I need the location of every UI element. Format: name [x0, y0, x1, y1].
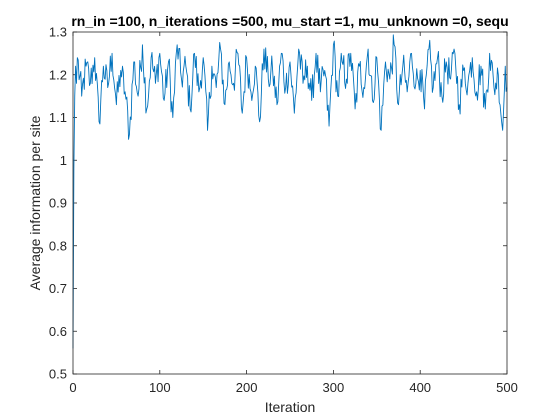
y-tick-label: 0.6	[49, 324, 67, 339]
y-axis-label: Average information per site	[27, 115, 43, 290]
series-layer	[72, 34, 508, 349]
x-axis-label: Iteration	[265, 399, 316, 415]
x-tick-label: 200	[236, 380, 258, 395]
x-tick-label: 500	[496, 380, 518, 395]
x-tick-label: 0	[69, 380, 76, 395]
x-axis-ticks: 0 100 200 300 400 500	[69, 32, 518, 395]
y-tick-label: 0.8	[49, 238, 67, 253]
plot-frame	[72, 31, 508, 375]
y-tick-label: 1.2	[49, 67, 67, 82]
y-axis-ticks: 0.5 0.6 0.7 0.8 0.9 1 1.1 1.2 1.3	[49, 25, 507, 382]
series-line	[72, 34, 508, 349]
x-tick-label: 100	[149, 380, 171, 395]
y-tick-label: 0.7	[49, 281, 67, 296]
y-tick-label: 1.1	[49, 110, 67, 125]
y-tick-label: 0.9	[49, 196, 67, 211]
y-tick-label: 1	[60, 153, 67, 168]
plot-area	[73, 32, 507, 374]
x-tick-label: 400	[409, 380, 431, 395]
y-tick-label: 1.3	[49, 25, 67, 40]
chart-title: rn_in =100, n_iterations =500, mu_start …	[71, 13, 508, 29]
y-tick-label: 0.5	[49, 367, 67, 382]
x-tick-label: 300	[323, 380, 345, 395]
